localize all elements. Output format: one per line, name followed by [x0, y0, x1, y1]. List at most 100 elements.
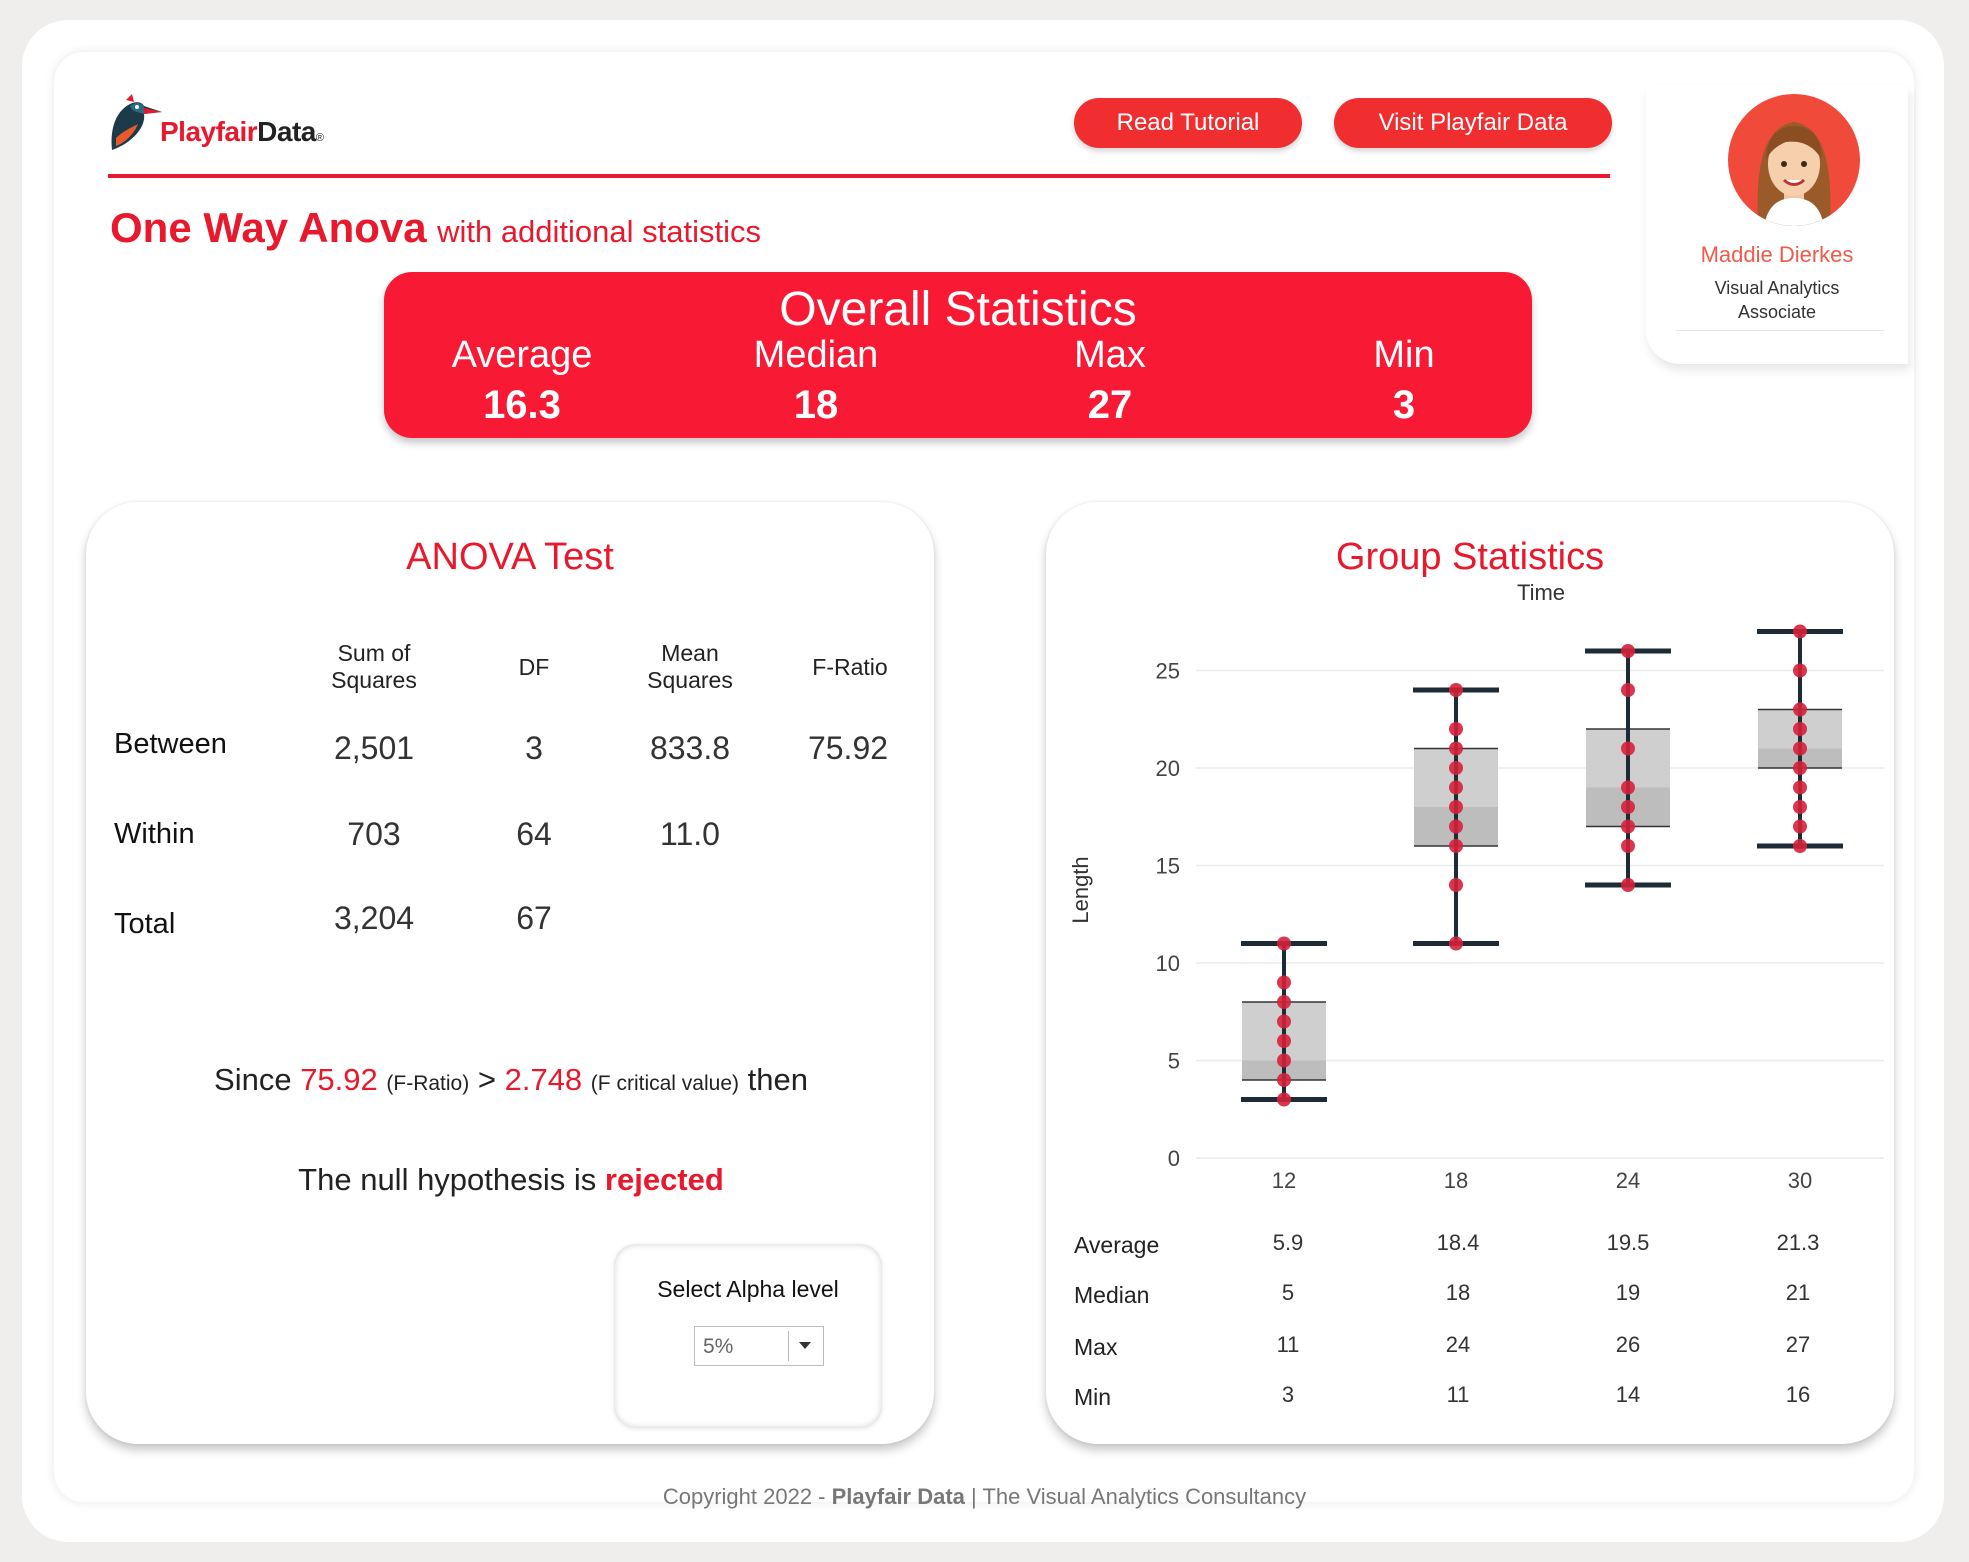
playfair-logo[interactable]: PlayfairData®	[104, 92, 364, 154]
data-point-12-4	[1277, 1014, 1291, 1029]
f-ratio-value: 75.92	[300, 1062, 378, 1097]
visit-playfair-button[interactable]: Visit Playfair Data	[1334, 98, 1612, 148]
data-point-18-7	[1449, 741, 1463, 756]
group-30-min: 16	[1785, 1382, 1811, 1407]
between-df: 3	[525, 730, 543, 766]
overall-statistics-title: Overall Statistics	[779, 283, 1137, 336]
data-point-24-6	[1621, 683, 1635, 697]
within-sum-of-squares: 703	[347, 816, 401, 852]
data-point-24-4	[1621, 780, 1635, 795]
data-point-30-3	[1793, 780, 1807, 795]
y-tick-label-20: 20	[1156, 756, 1180, 781]
group-18-average: 18.4	[1436, 1230, 1480, 1255]
alpha-level-dropdown[interactable]: 5%	[694, 1326, 824, 1366]
author-role-line2: Associate	[1737, 302, 1817, 322]
overall-max-value: 27	[1087, 383, 1133, 427]
group-24-max: 26	[1615, 1332, 1641, 1357]
page-title: One Way Anova with additional statistics	[110, 204, 761, 252]
kingfisher-icon	[111, 94, 162, 150]
x-tick-label-18: 18	[1444, 1168, 1468, 1193]
read-tutorial-button[interactable]: Read Tutorial	[1074, 98, 1302, 148]
logo-wordmark: PlayfairData®	[160, 116, 324, 147]
stat-label-max: Max	[1074, 1334, 1118, 1360]
avatar-portrait-icon	[1757, 122, 1831, 226]
overall-average-value: 16.3	[483, 383, 561, 427]
data-point-24-7	[1621, 644, 1635, 658]
x-tick-label-30: 30	[1788, 1168, 1812, 1193]
header-divider	[108, 174, 1610, 178]
data-point-12-1	[1277, 1073, 1291, 1087]
anova-test-title: ANOVA Test	[406, 536, 614, 578]
overall-average-label: Average	[451, 334, 593, 376]
row-between-label: Between	[114, 728, 227, 760]
data-point-24-2	[1621, 819, 1635, 834]
data-point-24-3	[1621, 800, 1635, 814]
copyright-footer: Copyright 2022 - Playfair Data | The Vis…	[662, 1484, 1307, 1509]
group-30-median: 21	[1785, 1280, 1811, 1305]
data-point-30-7	[1793, 702, 1807, 717]
data-points	[1277, 624, 1807, 1107]
data-point-30-2	[1793, 800, 1807, 814]
group-24-min: 14	[1615, 1382, 1641, 1407]
page-title-sub: with additional statistics	[437, 214, 762, 249]
data-point-12-5	[1277, 995, 1291, 1009]
group-statistics-card: Group Statistics Time Length 0 5 10 15 20 25 …	[1046, 502, 1894, 1444]
y-tick-label-0: 0	[1168, 1146, 1180, 1171]
data-point-30-9	[1793, 624, 1807, 639]
row-within-label: Within	[114, 818, 195, 850]
alpha-level-label: Select Alpha level	[657, 1276, 839, 1302]
y-axis-ticks: 0 5 10 15 20 25	[1156, 659, 1180, 1172]
data-point-18-6	[1449, 761, 1463, 775]
data-point-24-1	[1621, 839, 1635, 853]
x-axis-ticks: 12 18 24 30	[1272, 1168, 1812, 1193]
avatar	[1728, 94, 1860, 226]
data-point-18-8	[1449, 722, 1463, 736]
data-point-30-4	[1793, 761, 1807, 775]
data-point-30-5	[1793, 741, 1807, 756]
null-hypothesis-result: The null hypothesis is rejected	[298, 1162, 724, 1197]
data-point-12-7	[1277, 936, 1291, 951]
header-df: DF	[518, 654, 550, 680]
overall-max-label: Max	[1074, 334, 1146, 376]
y-tick-label-10: 10	[1156, 951, 1180, 976]
group-18-min: 11	[1446, 1382, 1470, 1407]
overall-median-label: Median	[753, 334, 879, 376]
overall-min-value: 3	[1392, 383, 1416, 427]
total-df: 67	[516, 900, 552, 936]
page-title-main: One Way Anova	[110, 204, 427, 251]
author-role-line1: Visual Analytics	[1714, 278, 1840, 298]
between-f-ratio: 75.92	[807, 730, 889, 766]
data-point-30-1	[1793, 819, 1807, 834]
y-axis-title: Length	[1068, 856, 1093, 923]
author-card[interactable]: Maddie Dierkes Visual Analytics Associat…	[1646, 86, 1908, 364]
data-point-12-3	[1277, 1034, 1291, 1048]
data-point-18-4	[1449, 800, 1463, 814]
data-point-12-0	[1277, 1092, 1291, 1107]
chevron-down-icon[interactable]	[799, 1342, 811, 1349]
author-name: Maddie Dierkes	[1700, 242, 1854, 267]
footer-brand: Playfair Data	[831, 1484, 965, 1509]
group-12-median: 5	[1281, 1280, 1295, 1305]
between-mean-squares: 833.8	[649, 730, 731, 766]
header-sum-of-squares: Sum of Squares	[331, 640, 417, 693]
boxplot-chart: Time Length 0 5 10 15 20 25 12 18 24 30	[1068, 580, 1884, 1193]
group-30-average: 21.3	[1776, 1230, 1820, 1255]
overall-max: Max 27	[990, 334, 1230, 428]
data-point-18-3	[1449, 819, 1463, 834]
overall-median-value: 18	[793, 383, 839, 427]
data-point-18-5	[1449, 780, 1463, 795]
overall-min: Min 3	[1284, 334, 1524, 428]
data-point-30-6	[1793, 722, 1807, 736]
f-test-conclusion: Since 75.92 (F-Ratio) > 2.748 (F critica…	[214, 1062, 808, 1097]
data-point-30-8	[1793, 663, 1807, 678]
group-12-min: 3	[1281, 1382, 1295, 1407]
overall-min-label: Min	[1373, 334, 1435, 376]
within-mean-squares: 11.0	[660, 816, 720, 852]
alpha-level-value: 5%	[703, 1335, 734, 1358]
header-f-ratio: F-Ratio	[812, 654, 888, 680]
data-point-24-5	[1621, 741, 1635, 756]
group-24-average: 19.5	[1606, 1230, 1650, 1255]
data-point-12-2	[1277, 1053, 1291, 1068]
within-df: 64	[516, 816, 552, 852]
y-tick-label-15: 15	[1156, 854, 1180, 879]
